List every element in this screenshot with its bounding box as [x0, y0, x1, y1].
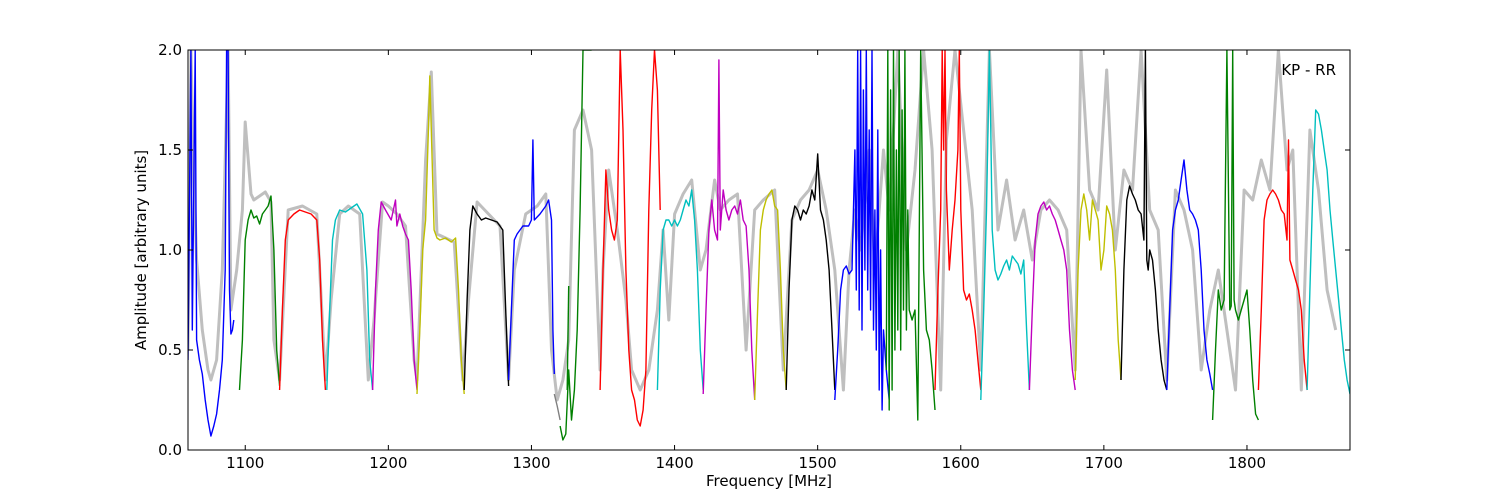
series-line-21: [1074, 193, 1122, 381]
y-tick-label: 1.0: [158, 241, 182, 259]
background-series-layer: [188, 50, 1338, 402]
y-axis-label: Amplitude [arbitrary units]: [132, 150, 150, 350]
series-line-22: [1120, 50, 1168, 391]
series-layer: [188, 50, 1350, 441]
series-line-0: [188, 50, 235, 437]
series-line-24: [1211, 50, 1260, 421]
series-line-16: [834, 50, 890, 411]
x-tick-label: 1600: [942, 454, 980, 472]
x-axis-ticks: 1100 1200 1300 1400 1500 1600 1700 1800: [226, 50, 1266, 472]
y-tick-label: 0.0: [158, 441, 182, 459]
series-line-23: [1166, 159, 1214, 391]
x-tick-label: 1200: [369, 454, 407, 472]
series-line-15: [785, 153, 836, 391]
series-line-7: [507, 139, 555, 381]
series-line-9: [559, 50, 592, 441]
x-axis-label: Frequency [MHz]: [706, 472, 832, 490]
background-series-line: [188, 50, 1338, 402]
y-axis-ticks: 0.0 0.5 1.0 1.5 2.0: [158, 41, 1350, 459]
x-tick-label: 1300: [512, 454, 550, 472]
series-line-11: [599, 50, 661, 427]
series-line-14: [754, 189, 787, 401]
series-line-25: [1257, 139, 1308, 391]
series-line-20: [1028, 201, 1076, 391]
series-line-6: [463, 205, 510, 391]
series-line-5: [416, 75, 465, 395]
series-line-8: [553, 393, 561, 421]
series-line-19: [980, 50, 1031, 401]
series-line-17: [885, 50, 936, 421]
series-line-18: [934, 50, 982, 391]
x-tick-label: 1500: [799, 454, 837, 472]
x-tick-label: 1100: [226, 454, 264, 472]
y-tick-label: 0.5: [158, 341, 182, 359]
x-tick-label: 1400: [655, 454, 693, 472]
axes-background: [188, 50, 1350, 450]
baseline-annotation: KP - RR: [1281, 61, 1336, 79]
y-tick-label: 2.0: [158, 41, 182, 59]
x-tick-label: 1800: [1228, 454, 1266, 472]
y-tick-label: 1.5: [158, 141, 182, 159]
series-line-4: [371, 199, 418, 391]
series-line-13: [702, 59, 756, 401]
series-line-3: [326, 203, 374, 391]
series-line-10: [566, 285, 570, 391]
x-tick-label: 1700: [1085, 454, 1123, 472]
plot-area: [187, 49, 1351, 451]
series-line-26: [1306, 109, 1350, 395]
series-line-2: [278, 209, 327, 391]
series-line-1: [238, 195, 281, 391]
series-line-12: [656, 189, 704, 391]
